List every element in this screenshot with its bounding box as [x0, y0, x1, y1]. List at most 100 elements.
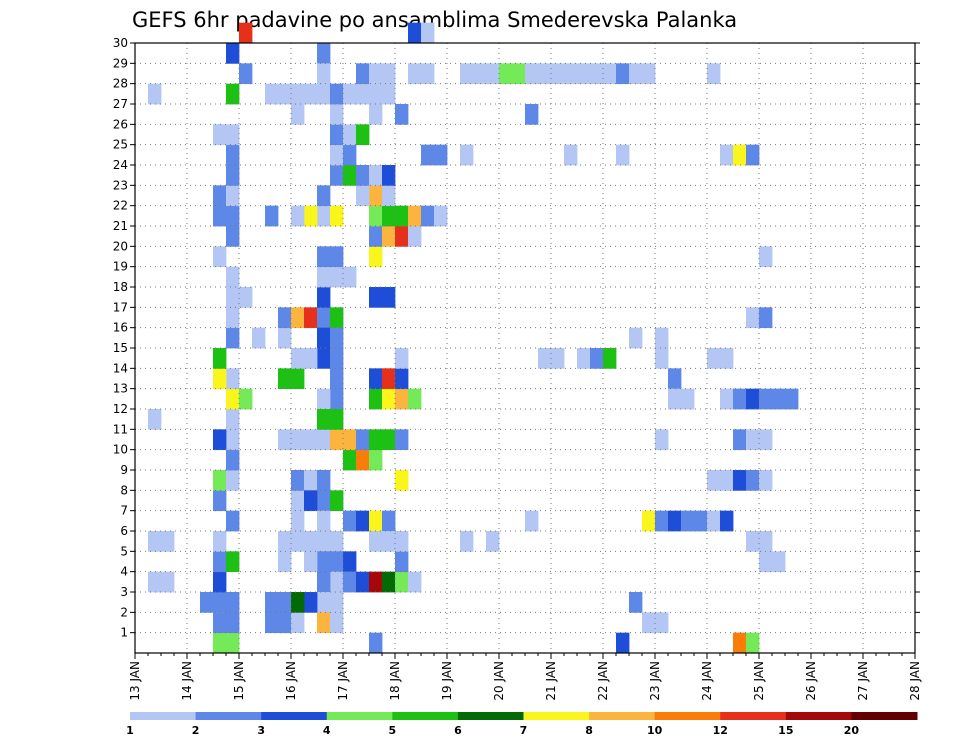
heatmap-cell: [161, 571, 175, 593]
y-tick-label: 7: [120, 504, 128, 518]
heatmap-cell: [590, 63, 604, 85]
heatmap-cell: [304, 551, 318, 573]
heatmap-cell: [317, 612, 331, 634]
heatmap-cell: [291, 83, 305, 105]
heatmap-cell: [655, 429, 669, 451]
heatmap-cell: [330, 571, 344, 593]
heatmap-cell: [343, 510, 357, 532]
heatmap-cell: [343, 83, 357, 105]
heatmap-cell: [382, 226, 396, 247]
heatmap-cell: [239, 22, 253, 44]
heatmap-cell: [317, 470, 331, 491]
x-tick-label: 18 JAN: [388, 661, 402, 701]
heatmap-cell: [317, 205, 331, 227]
legend-swatch: [326, 712, 393, 720]
heatmap-cell: [629, 327, 643, 349]
heatmap-cell: [746, 307, 760, 329]
heatmap-cell: [317, 327, 331, 349]
heatmap-cell: [460, 531, 474, 552]
heatmap-cell: [226, 165, 240, 186]
heatmap-cell: [317, 287, 331, 308]
heatmap-cell: [226, 144, 240, 166]
heatmap-cell: [213, 571, 227, 593]
heatmap-cell: [226, 43, 240, 64]
legend-label: 20: [844, 724, 860, 737]
heatmap-cell: [213, 185, 227, 207]
heatmap-cell: [382, 510, 396, 532]
heatmap-cell: [382, 185, 396, 207]
heatmap-cell: [343, 429, 357, 451]
legend-label: 8: [585, 724, 593, 737]
heatmap-cell: [317, 551, 331, 573]
heatmap-cell: [434, 144, 448, 166]
heatmap-cell: [720, 388, 734, 410]
heatmap-cell: [525, 510, 539, 532]
heatmap-cell: [759, 246, 773, 268]
heatmap-cell: [629, 592, 643, 613]
heatmap-cell: [213, 490, 227, 512]
heatmap-cell: [356, 83, 370, 105]
legend-label: 10: [647, 724, 663, 737]
heatmap-cell: [239, 388, 253, 410]
heatmap-cell: [707, 63, 721, 85]
heatmap-cell: [330, 104, 344, 125]
heatmap-cell: [356, 429, 370, 451]
heatmap-cell: [616, 144, 630, 166]
heatmap-cell: [330, 307, 344, 329]
heatmap-cell: [343, 266, 357, 288]
heatmap-cell: [759, 470, 773, 491]
heatmap-cell: [759, 429, 773, 451]
heatmap-cell: [369, 83, 383, 105]
heatmap-cell: [473, 63, 487, 85]
heatmap-cell: [733, 429, 747, 451]
heatmap-cell: [330, 327, 344, 349]
y-tick-label: 30: [113, 36, 128, 50]
x-tick-label: 22 JAN: [596, 661, 610, 701]
heatmap-cell: [278, 551, 292, 573]
heatmap-cell: [239, 63, 253, 85]
y-tick-label: 28: [113, 77, 128, 91]
heatmap-cell: [317, 571, 331, 593]
legend-swatch: [523, 712, 590, 720]
heatmap-cell: [213, 246, 227, 268]
y-tick-label: 29: [113, 56, 128, 70]
heatmap-cell: [395, 226, 409, 247]
heatmap-cell: [304, 205, 318, 227]
heatmap-cell: [733, 144, 747, 166]
heatmap-cell: [226, 287, 240, 308]
heatmap-cell: [395, 388, 409, 410]
y-tick-label: 22: [113, 199, 128, 213]
heatmap-cell: [304, 429, 318, 451]
heatmap-cell: [746, 429, 760, 451]
heatmap-cell: [603, 348, 617, 369]
legend-swatch: [457, 712, 524, 720]
heatmap-cell: [655, 612, 669, 634]
color-legend: 1 2 3 4 5 6 7 8 10 12 15 20: [126, 712, 918, 737]
heatmap-cell: [213, 592, 227, 613]
heatmap-cell: [577, 348, 591, 369]
heatmap-cell: [395, 470, 409, 491]
heatmap-cell: [590, 348, 604, 369]
heatmap-cell: [330, 409, 344, 430]
heatmap-cell: [772, 388, 786, 410]
heatmap-cell: [213, 124, 227, 146]
heatmap-cell: [330, 83, 344, 105]
x-tick-label: 20 JAN: [492, 661, 506, 701]
heatmap-cell: [382, 165, 396, 186]
x-tick-label: 23 JAN: [648, 661, 662, 701]
legend-swatch: [261, 712, 328, 720]
y-tick-label: 25: [113, 138, 128, 152]
heatmap-cell: [317, 510, 331, 532]
heatmap-cell: [226, 327, 240, 349]
heatmap-cell: [200, 592, 214, 613]
x-tick-label: 17 JAN: [336, 661, 350, 701]
heatmap-cell: [278, 612, 292, 634]
heatmap-cell: [616, 632, 630, 654]
heatmap-cell: [330, 368, 344, 390]
heatmap-cell: [746, 470, 760, 491]
heatmap-cell: [317, 63, 331, 85]
heatmap-cell: [291, 368, 305, 390]
heatmap-cell: [213, 429, 227, 451]
heatmap-cell: [239, 287, 253, 308]
heatmap-cell: [226, 266, 240, 288]
